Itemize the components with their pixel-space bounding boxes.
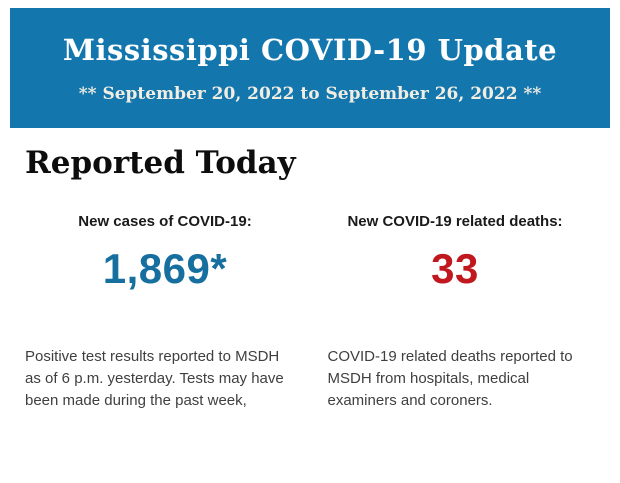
new-cases-note: Positive test results reported to MSDH a… [25,348,284,409]
new-cases-value: 1,869* [102,245,228,292]
header-banner: Mississippi COVID-19 Update ** September… [10,8,610,128]
stat-new-cases: New cases of COVID-19: 1,869* [20,213,310,290]
new-cases-label: New cases of COVID-19: [78,213,252,230]
new-deaths-label: New COVID-19 related deaths: [347,213,563,230]
stat-new-deaths: New COVID-19 related deaths: 33 [310,213,600,290]
stats-row: New cases of COVID-19: 1,869* New COVID-… [0,213,620,290]
new-deaths-value: 33 [431,245,479,292]
new-deaths-note: COVID-19 related deaths reported to MSDH… [327,348,573,409]
header-date-range: ** September 20, 2022 to September 26, 2… [78,83,542,104]
header-title: Mississippi COVID-19 Update [62,32,558,67]
section-heading: Reported Today [25,145,296,181]
notes-row: Positive test results reported to MSDH a… [0,346,620,412]
